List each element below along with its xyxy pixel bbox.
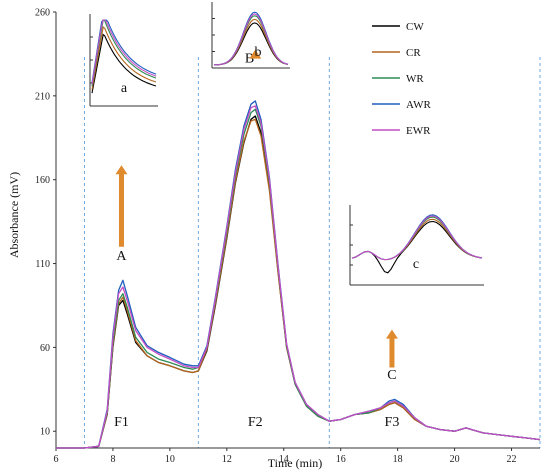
x-tick-label: 20 bbox=[450, 454, 460, 465]
annotation-f2: F2 bbox=[248, 415, 263, 430]
y-tick-label: 210 bbox=[35, 91, 50, 102]
annotation-c: C bbox=[387, 368, 396, 383]
axes bbox=[55, 12, 540, 449]
annotations: F1 F2 F3 A B C bbox=[114, 51, 399, 430]
arrow-head bbox=[115, 165, 128, 175]
inset-series-line bbox=[91, 33, 157, 94]
x-tick-label: 12 bbox=[222, 454, 232, 465]
y-tick-label: 110 bbox=[35, 259, 50, 270]
annotation-f1: F1 bbox=[114, 415, 129, 430]
inset-label: b bbox=[255, 45, 262, 60]
x-tick-label: 22 bbox=[507, 454, 517, 465]
y-tick-label: 260 bbox=[35, 8, 50, 19]
x-tick-label: 14 bbox=[279, 454, 289, 465]
annotation-b: B bbox=[245, 51, 254, 66]
y-tick-label: 10 bbox=[40, 427, 50, 438]
insets: a b c bbox=[89, 2, 484, 286]
inset-series-line bbox=[91, 19, 157, 85]
inset-c: c bbox=[349, 205, 484, 286]
series-line-awr bbox=[56, 100, 541, 449]
inset-series-line bbox=[213, 13, 289, 66]
inset-b: b bbox=[211, 2, 290, 69]
legend-label-cr: CR bbox=[406, 47, 421, 59]
legend-label-wr: WR bbox=[406, 73, 424, 85]
annotation-a: A bbox=[116, 249, 127, 264]
legend-label-cw: CW bbox=[406, 21, 424, 33]
legend-label-awr: AWR bbox=[406, 99, 431, 111]
legend-label-ewr: EWR bbox=[406, 125, 431, 137]
arrow-head bbox=[249, 49, 262, 59]
x-tick-label: 10 bbox=[165, 454, 175, 465]
inset-label: a bbox=[121, 81, 128, 96]
inset-a: a bbox=[89, 14, 158, 107]
fraction-dividers bbox=[83, 57, 541, 448]
series-lines bbox=[56, 100, 541, 449]
legend: CW CR WR AWR EWR bbox=[372, 21, 431, 137]
x-tick-label: 6 bbox=[54, 454, 59, 465]
tick-labels: 6 8 10 12 14 16 18 20 22 10 60 110 160 210 260 bbox=[35, 8, 517, 466]
inset-label: c bbox=[413, 257, 419, 272]
y-axis-title: Absorbance (mV) bbox=[7, 172, 21, 258]
series-line-cw bbox=[56, 115, 541, 449]
inset-series-line bbox=[351, 215, 483, 261]
inset-series-line bbox=[91, 25, 157, 90]
x-tick-label: 18 bbox=[393, 454, 403, 465]
x-tick-label: 16 bbox=[336, 454, 346, 465]
x-tick-label: 8 bbox=[110, 454, 115, 465]
annotation-f3: F3 bbox=[385, 415, 400, 430]
series-line-cr bbox=[56, 118, 541, 449]
arrows bbox=[115, 49, 398, 368]
series-line-wr bbox=[56, 108, 541, 449]
arrow-head bbox=[385, 329, 398, 339]
y-tick-label: 160 bbox=[35, 175, 50, 186]
y-tick-label: 60 bbox=[40, 343, 50, 354]
x-axis-title: Time (min) bbox=[268, 456, 323, 470]
series-line-ewr bbox=[56, 105, 541, 449]
